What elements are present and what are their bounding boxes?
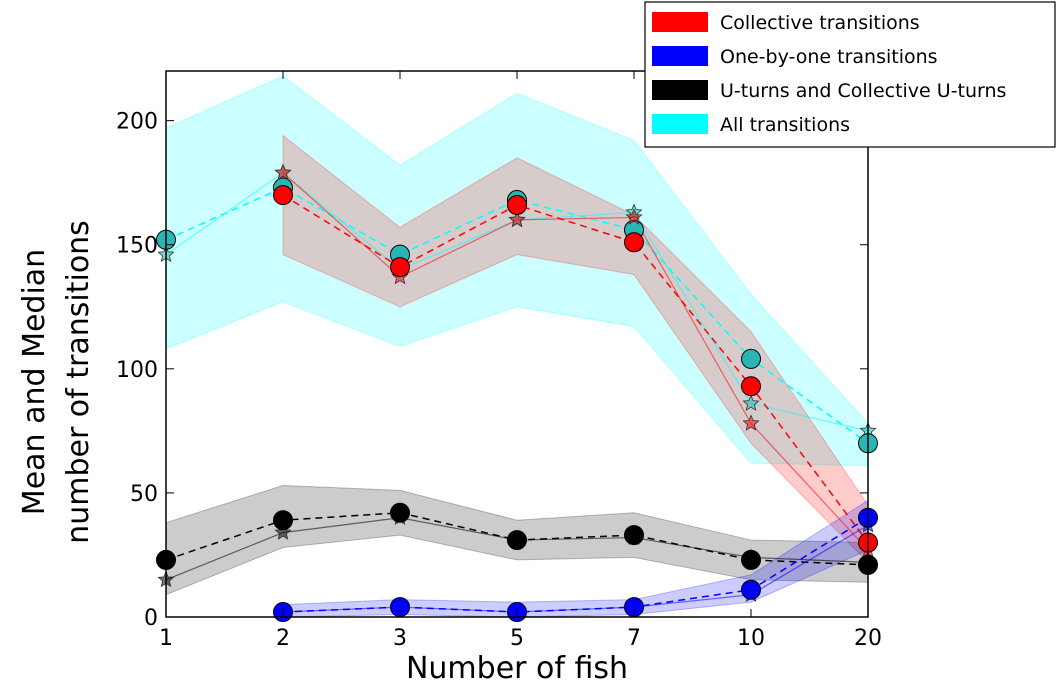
legend-swatch	[652, 12, 708, 32]
median-star-collective	[742, 414, 760, 431]
x-tick-label: 20	[854, 626, 882, 651]
y-axis-label-line-1: Mean and Median	[17, 249, 52, 515]
band-all	[166, 75, 868, 466]
legend-box	[644, 1, 1056, 148]
legend-swatch	[652, 46, 708, 66]
legend-label: Collective transitions	[720, 12, 920, 34]
series-markers	[156, 163, 878, 623]
y-tick-label: 100	[116, 358, 158, 383]
x-axis-ticks: 1 2 3 5 7 10 20	[159, 71, 882, 651]
median-star-collective	[508, 210, 526, 228]
legend-label: One-by-one transitions	[720, 46, 938, 68]
x-axis-label: Number of fish	[406, 651, 628, 686]
band-edge-uturns	[166, 484, 868, 596]
mean-point-onebyone	[741, 579, 761, 600]
x-tick-label: 5	[510, 626, 524, 651]
median-star-collective	[274, 163, 292, 181]
y-axis-ticks: 0 50 100 150 200	[116, 110, 868, 631]
band-edge-all	[166, 75, 868, 467]
median-star-all	[742, 394, 760, 411]
median-star-uturns	[274, 523, 292, 540]
mean-point-collective	[390, 257, 410, 278]
y-tick-label: 150	[116, 234, 158, 259]
x-tick-label: 10	[737, 626, 765, 651]
band-onebyone	[283, 500, 868, 617]
x-tick-label: 7	[627, 626, 641, 651]
y-tick-label: 200	[116, 110, 158, 135]
mean-point-uturns	[741, 549, 761, 570]
mean-point-collective	[624, 232, 644, 253]
legend-label: All transitions	[720, 114, 850, 136]
mean-point-collective	[741, 376, 761, 397]
mean-point-uturns	[507, 530, 527, 551]
legend: Collective transitions One-by-one transit…	[644, 1, 1056, 148]
band-edge-collective	[282, 134, 868, 564]
median-line-onebyone	[282, 524, 868, 613]
legend-label: U-turns and Collective U-turns	[720, 80, 1006, 102]
x-tick-label: 1	[159, 626, 173, 651]
legend-swatch	[652, 80, 708, 100]
x-tick-label: 2	[276, 626, 290, 651]
mean-point-uturns	[273, 510, 293, 531]
mean-point-uturns	[390, 502, 410, 523]
median-star-collective	[625, 208, 643, 225]
mean-line-collective	[282, 194, 868, 543]
band-collective	[283, 135, 868, 563]
y-tick-label: 0	[144, 606, 158, 631]
y-axis-label-line-2: number of transitions	[61, 220, 96, 544]
median-line-collective	[282, 172, 868, 551]
mean-point-all	[741, 348, 761, 369]
mean-point-uturns	[624, 525, 644, 546]
x-tick-label: 3	[393, 626, 407, 651]
mean-point-collective	[273, 185, 293, 206]
legend-swatch	[652, 114, 708, 134]
mean-point-collective	[507, 195, 527, 216]
y-tick-label: 50	[130, 482, 158, 507]
